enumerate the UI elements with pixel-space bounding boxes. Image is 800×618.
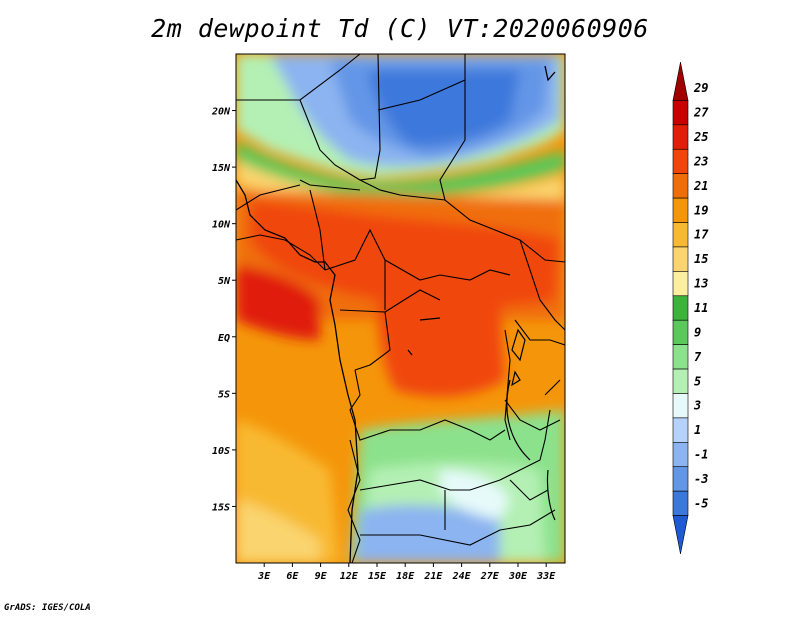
lon-tick-label: 27E: [480, 571, 500, 582]
colorbar-segment: [672, 368, 689, 394]
colorbar-segment: [672, 344, 689, 370]
colorbar-segment: [672, 173, 689, 199]
colorbar-label: 3: [693, 399, 701, 413]
colorbar-label: 29: [693, 81, 708, 95]
lat-tick-label: 5S: [218, 389, 230, 400]
colorbar-label: 5: [694, 374, 701, 388]
lon-tick-label: 21E: [423, 571, 443, 582]
colorbar-label: 21: [693, 179, 708, 193]
lon-tick-label: 30E: [508, 571, 528, 582]
country-borders: [236, 54, 565, 563]
lat-tick-label: 15N: [212, 163, 231, 174]
grads-credit: GrADS: IGES/COLA: [4, 603, 91, 613]
colorbar-segment: [672, 124, 689, 150]
colorbar-label: 15: [694, 252, 708, 266]
colorbar-segment: [672, 197, 689, 223]
colorbar-label: -3: [694, 472, 708, 486]
colorbar-segment: [672, 417, 689, 443]
colorbar-label: 25: [693, 130, 708, 144]
lat-tick-label: 10N: [212, 220, 231, 231]
lat-tick-label: 10S: [212, 446, 230, 457]
colorbar-segment: [672, 148, 689, 174]
lat-tick-label: EQ: [218, 333, 230, 344]
colorbar-label: 11: [694, 301, 708, 315]
colorbar-segment: [672, 246, 689, 272]
colorbar-segment: [672, 466, 689, 492]
colorbar-top-arrow: [672, 61, 689, 101]
colorbar-label: -1: [694, 448, 708, 462]
colorbar-label: 1: [694, 423, 701, 437]
colorbar-label: 23: [693, 155, 708, 169]
colorbar-segment: [672, 393, 689, 419]
colorbar-label: 17: [694, 228, 709, 242]
colorbar-segment: [672, 442, 689, 468]
plot-frame: [235, 53, 566, 564]
colorbar-label: 27: [693, 106, 709, 120]
colorbar-label: 9: [694, 325, 701, 339]
lon-tick-label: 24E: [452, 571, 472, 582]
colorbar-segment: [672, 319, 689, 345]
lon-tick-label: 3E: [257, 571, 271, 582]
dewpoint-field: [236, 54, 565, 563]
lon-tick-label: 18E: [396, 571, 415, 582]
colorbar-segment: [672, 100, 689, 126]
coastline: [236, 65, 556, 563]
lat-tick-label: 5N: [218, 276, 231, 287]
colorbar-segment: [672, 295, 689, 321]
lon-tick-label: 33E: [536, 571, 556, 582]
colorbar-segment: [672, 271, 689, 297]
lon-tick-label: 9E: [315, 571, 328, 582]
colorbar-segment: [672, 490, 689, 516]
lon-tick-label: 6E: [286, 571, 299, 582]
lat-tick-label: 20N: [211, 107, 231, 118]
colorbar: 29 27 25 23 21 19 17 15 13 11 9 7 5 3 1 -1 -3 -5: [672, 61, 709, 555]
colorbar-label: 13: [694, 277, 708, 291]
colorbar-segment: [672, 222, 689, 248]
colorbar-bottom-arrow: [672, 515, 689, 555]
longitude-axis: 3E 6E 9E 12E 15E 18E 21E 24E 27E 30E 33E: [257, 563, 556, 582]
latitude-axis: 20N 15N 10N 5N EQ 5S 10S 15S: [211, 107, 236, 513]
lon-tick-label: 15E: [368, 571, 387, 582]
colorbar-label: 19: [694, 203, 708, 217]
lakes: [407, 317, 556, 521]
lat-tick-label: 15S: [212, 502, 230, 513]
lon-tick-label: 12E: [340, 571, 359, 582]
colorbar-label: -5: [694, 496, 708, 510]
colorbar-label: 7: [694, 350, 702, 364]
chart-title: 2m dewpoint Td (C) VT:2020060906: [151, 14, 649, 43]
